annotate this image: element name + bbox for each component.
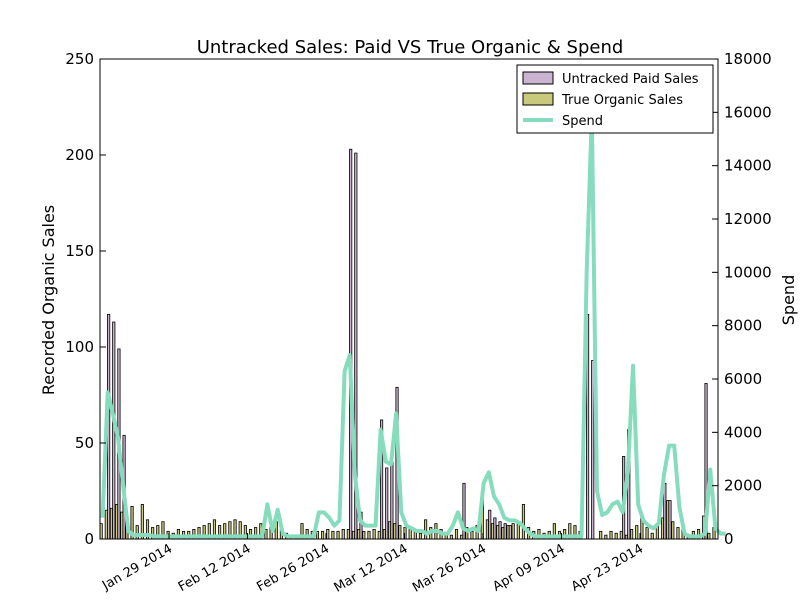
- y-left-tick-label: 250: [65, 50, 94, 68]
- x-tick-label: Apr 09 2014: [490, 541, 567, 594]
- bar-organic: [264, 529, 268, 540]
- bar-paid: [508, 525, 512, 540]
- x-axis: Jan 29 2014 Feb 12 2014 Feb 26 2014 Mar 12 …: [99, 533, 646, 596]
- bar-paid: [385, 467, 389, 540]
- y-right-tick-label: 6000: [724, 370, 762, 388]
- bar-organic: [671, 521, 675, 540]
- y-left-tick-label: 150: [65, 242, 94, 260]
- bars: [99, 148, 716, 540]
- bar-organic: [449, 534, 453, 540]
- y-right-tick-label: 14000: [724, 157, 772, 175]
- bar-paid: [390, 461, 394, 540]
- bar-organic: [599, 530, 603, 540]
- y-right-tick-label: 4000: [724, 423, 762, 441]
- bar-paid: [498, 521, 502, 540]
- y-right-tick-label: 0: [724, 530, 734, 548]
- y-right-tick-label: 12000: [724, 210, 772, 228]
- y-right-tick-label: 8000: [724, 317, 762, 335]
- legend-label-organic: True Organic Sales: [561, 93, 683, 108]
- bar-organic: [645, 527, 649, 540]
- bar-paid: [503, 523, 507, 540]
- y-right-tick-label: 18000: [724, 50, 772, 68]
- y-left-tick-label: 50: [75, 434, 94, 452]
- chart-title: Untracked Sales: Paid VS True Organic & …: [197, 37, 624, 58]
- y-axis-left-label: Recorded Organic Sales: [39, 205, 58, 395]
- y-right-tick-label: 2000: [724, 477, 762, 495]
- y-right-tick-label: 10000: [724, 263, 772, 281]
- bar-organic: [650, 532, 654, 540]
- y-left-tick-label: 0: [84, 530, 94, 548]
- bar-organic: [418, 532, 423, 540]
- bar-organic: [424, 519, 428, 540]
- bar-organic: [321, 530, 325, 540]
- bar-organic: [470, 530, 474, 540]
- bar-organic: [511, 523, 515, 540]
- x-tick-label: Feb 26 2014: [254, 541, 332, 594]
- bar-organic: [630, 529, 634, 540]
- bar-organic: [336, 530, 340, 540]
- y-left-tick-label: 100: [65, 338, 94, 356]
- bar-organic: [367, 530, 371, 540]
- y-left-tick-label: 200: [65, 146, 94, 164]
- bar-organic: [454, 529, 459, 540]
- bar-organic: [326, 529, 330, 540]
- bar-organic: [315, 530, 320, 540]
- bar-organic: [609, 530, 613, 540]
- x-tick-label: Mar 26 2014: [410, 541, 489, 595]
- bar-organic: [398, 525, 402, 540]
- legend-swatch-paid: [522, 71, 554, 85]
- bar-paid: [591, 360, 595, 540]
- bar-organic: [521, 504, 526, 540]
- bar-organic: [676, 527, 680, 540]
- bar-organic: [707, 532, 711, 540]
- y-axis-right: 0 2000 4000 6000 8000 10000 12000 14000 16000 180…: [712, 50, 772, 548]
- x-tick-label: Feb 12 2014: [176, 541, 254, 594]
- bar-organic: [635, 525, 639, 540]
- bar-organic: [331, 530, 335, 540]
- bar-paid: [488, 509, 492, 540]
- bar-organic: [341, 529, 345, 540]
- bar-organic: [516, 523, 520, 540]
- bar-paid: [668, 500, 672, 540]
- y-axis-right-label: Spend: [779, 275, 798, 325]
- x-tick-label: Jan 29 2014: [99, 541, 175, 593]
- legend-swatch-organic: [522, 92, 554, 106]
- plot-frame: [99, 58, 719, 540]
- legend-label-spend: Spend: [562, 114, 603, 129]
- legend: Untracked Paid Sales True Organic Sales …: [516, 64, 714, 134]
- bar-organic: [408, 529, 412, 540]
- spend-line: [100, 113, 726, 539]
- x-tick-label: Mar 12 2014: [332, 541, 411, 595]
- bar-paid: [349, 148, 353, 540]
- bar-organic: [372, 529, 376, 540]
- y-right-tick-label: 16000: [724, 103, 772, 121]
- bar-organic: [604, 534, 608, 540]
- bar-organic: [362, 530, 366, 540]
- spend-layer: [100, 113, 726, 539]
- bar-organic: [614, 532, 618, 540]
- y-axis-left: 0 50 100 150 200 250: [65, 50, 106, 548]
- bar-paid: [493, 517, 497, 540]
- x-tick-label: Apr 23 2014: [569, 541, 646, 594]
- legend-label-paid: Untracked Paid Sales: [562, 72, 699, 87]
